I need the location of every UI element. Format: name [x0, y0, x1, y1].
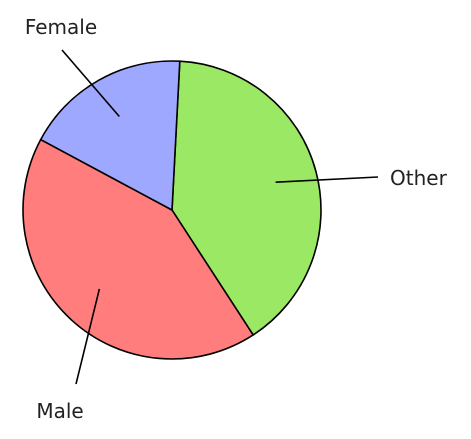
- leader-line-other: [275, 176, 379, 184]
- leader-lines-layer: [61, 49, 379, 385]
- leader-line-male: [75, 288, 101, 385]
- leader-line-female: [61, 49, 120, 118]
- slice-label-male: Male: [36, 399, 83, 423]
- pie-slice-male: [22, 138, 254, 360]
- labels-layer: Other Male Female: [25, 15, 448, 423]
- pie-slice-female: [39, 60, 181, 211]
- slice-label-female: Female: [25, 15, 97, 39]
- slice-label-other: Other: [390, 166, 448, 190]
- slices-layer: [22, 60, 322, 360]
